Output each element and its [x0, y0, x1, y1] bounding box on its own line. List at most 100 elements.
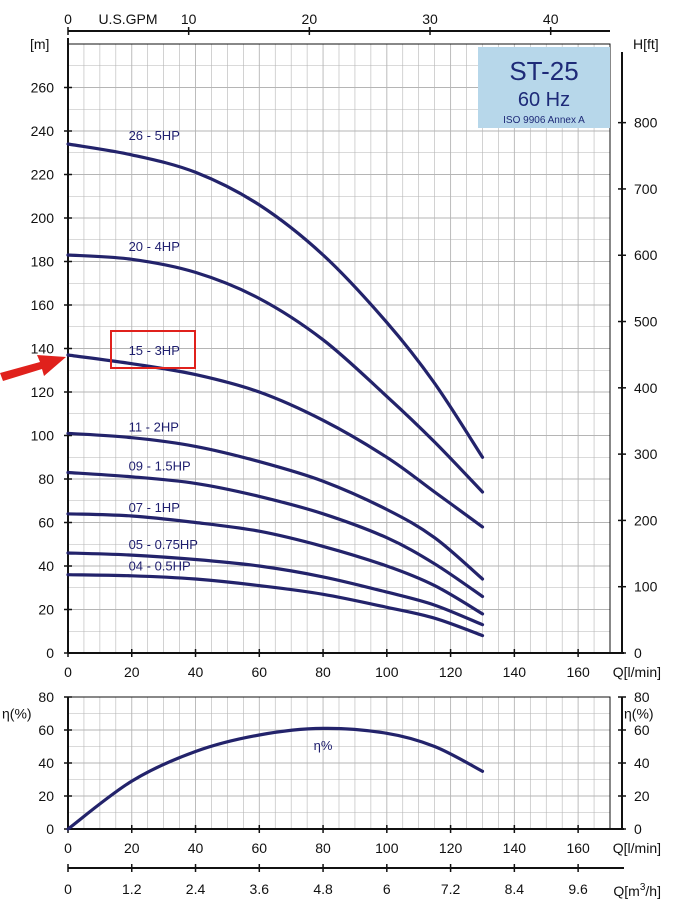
top-tick-label: 20 — [302, 11, 318, 27]
right-tick-label: 200 — [634, 512, 658, 528]
m3h-tick-label: 0 — [64, 881, 72, 897]
series-curve-2 — [66, 353, 485, 529]
m3h-tick-label: 7.2 — [441, 881, 461, 897]
m3h-tick-label: 1.2 — [122, 881, 142, 897]
m3h-tick-label: 9.6 — [568, 881, 588, 897]
series-curve-6 — [66, 551, 485, 627]
efficiency-grid — [68, 697, 610, 829]
series-label-3: 11 - 2HP — [129, 419, 179, 434]
eff-x-tick-label: 120 — [439, 840, 463, 856]
eff-y-axis-unit-label: η(%) — [2, 706, 32, 722]
top-axis-unit-label: U.S.GPM — [98, 11, 157, 27]
red-arrow-icon — [0, 355, 66, 381]
model-name: ST-25 — [509, 56, 578, 86]
right-tick-label: 0 — [634, 645, 642, 661]
efficiency-curve — [66, 726, 485, 831]
eff-x-tick-label: 140 — [503, 840, 527, 856]
series-curve-5 — [66, 512, 485, 616]
series-curve-0 — [66, 142, 485, 459]
m3h-unit-tail: /h] — [645, 883, 661, 899]
top-tick-label: 30 — [422, 11, 438, 27]
right-tick-label: 100 — [634, 579, 658, 595]
m3h-tick-label: 8.4 — [505, 881, 525, 897]
x-tick-label: 0 — [64, 664, 72, 680]
x-tick-label: 160 — [566, 664, 590, 680]
series-label-1: 20 - 4HP — [129, 239, 180, 254]
x-tick-label: 80 — [315, 664, 331, 680]
y-tick-label: 240 — [31, 123, 55, 139]
y-tick-label: 200 — [31, 210, 55, 226]
y-axis-unit-label: [m] — [30, 36, 49, 52]
right-tick-label: 700 — [634, 181, 658, 197]
series-label-6: 05 - 0.75HP — [129, 537, 198, 552]
eff-x-tick-label: 100 — [375, 840, 399, 856]
eff-x-axis-unit-label: Q[l/min] — [613, 840, 661, 856]
standard-label: ISO 9906 Annex A — [503, 115, 585, 126]
eff-y-tick-label: 0 — [46, 821, 54, 837]
x-axis-unit-label: Q[l/min] — [613, 664, 661, 680]
eff-y-tick-label: 40 — [38, 755, 54, 771]
series-label-2: 15 - 3HP — [129, 343, 180, 358]
series-curve-4 — [66, 470, 485, 599]
title-badge-background — [478, 47, 610, 128]
series-label-0: 26 - 5HP — [129, 128, 180, 143]
head-curve-panel: 0 20 40 60 80 100 120 140 160 Q[l/min]02040608010… — [30, 11, 661, 680]
y-tick-label: 120 — [31, 384, 55, 400]
series-label-4: 09 - 1.5HP — [129, 458, 191, 473]
top-tick-label: 0 — [64, 11, 72, 27]
highlight-box — [110, 330, 196, 369]
frequency-label: 60 Hz — [518, 89, 570, 111]
series-label-5: 07 - 1HP — [129, 500, 180, 515]
eff-x-tick-label: 60 — [252, 840, 268, 856]
m3h-tick-label: 3.6 — [250, 881, 270, 897]
m3h-tick-label: 2.4 — [186, 881, 206, 897]
series-label-7: 04 - 0.5HP — [129, 559, 191, 574]
right-tick-label: 400 — [634, 380, 658, 396]
y-tick-label: 160 — [31, 297, 55, 313]
eff-right-axis-unit-label: η(%) — [624, 706, 654, 722]
x-tick-label: 20 — [124, 664, 140, 680]
series-curve-1 — [66, 253, 485, 494]
head-grid — [68, 44, 610, 653]
x-tick-label: 40 — [188, 664, 204, 680]
eff-x-tick-label: 0 — [64, 840, 72, 856]
eff-right-tick-label: 80 — [634, 689, 650, 705]
right-tick-label: 300 — [634, 446, 658, 462]
eff-right-tick-label: 60 — [634, 722, 650, 738]
y-tick-label: 220 — [31, 167, 55, 183]
m3h-unit-text: Q[m — [613, 883, 639, 899]
right-tick-label: 600 — [634, 247, 658, 263]
m3h-unit-superscript: 3 — [640, 882, 646, 893]
top-tick-label: 10 — [181, 11, 197, 27]
x-tick-label: 60 — [252, 664, 268, 680]
series-curve-7 — [66, 573, 485, 638]
y-tick-label: 20 — [38, 602, 54, 618]
x-tick-label: 140 — [503, 664, 527, 680]
right-tick-label: 500 — [634, 314, 658, 330]
y-tick-label: 0 — [46, 645, 54, 661]
eff-x-tick-label: 40 — [188, 840, 204, 856]
top-tick-label: 40 — [543, 11, 559, 27]
eff-right-tick-label: 0 — [634, 821, 642, 837]
right-axis-unit-label: H[ft] — [633, 36, 659, 52]
series-curve-3 — [66, 431, 485, 581]
y-tick-label: 80 — [38, 471, 54, 487]
eff-y-tick-label: 80 — [38, 689, 54, 705]
m3h-tick-label: 6 — [383, 881, 391, 897]
y-tick-label: 260 — [31, 80, 55, 96]
y-tick-label: 40 — [38, 558, 54, 574]
y-tick-label: 100 — [31, 428, 55, 444]
right-tick-label: 800 — [634, 115, 658, 131]
eff-x-tick-label: 20 — [124, 840, 140, 856]
flow-m3h-axis: 0 1.2 2.4 3.6 4.8 6 7.2 8.4 9.6 Q[m3/h] — [64, 864, 661, 899]
eff-y-tick-label: 60 — [38, 722, 54, 738]
x-tick-label: 100 — [375, 664, 399, 680]
eff-y-tick-label: 20 — [38, 788, 54, 804]
eff-x-tick-label: 160 — [566, 840, 590, 856]
eff-right-tick-label: 20 — [634, 788, 650, 804]
m3h-tick-label: 4.8 — [313, 881, 333, 897]
y-tick-label: 60 — [38, 515, 54, 531]
eff-x-tick-label: 80 — [315, 840, 331, 856]
